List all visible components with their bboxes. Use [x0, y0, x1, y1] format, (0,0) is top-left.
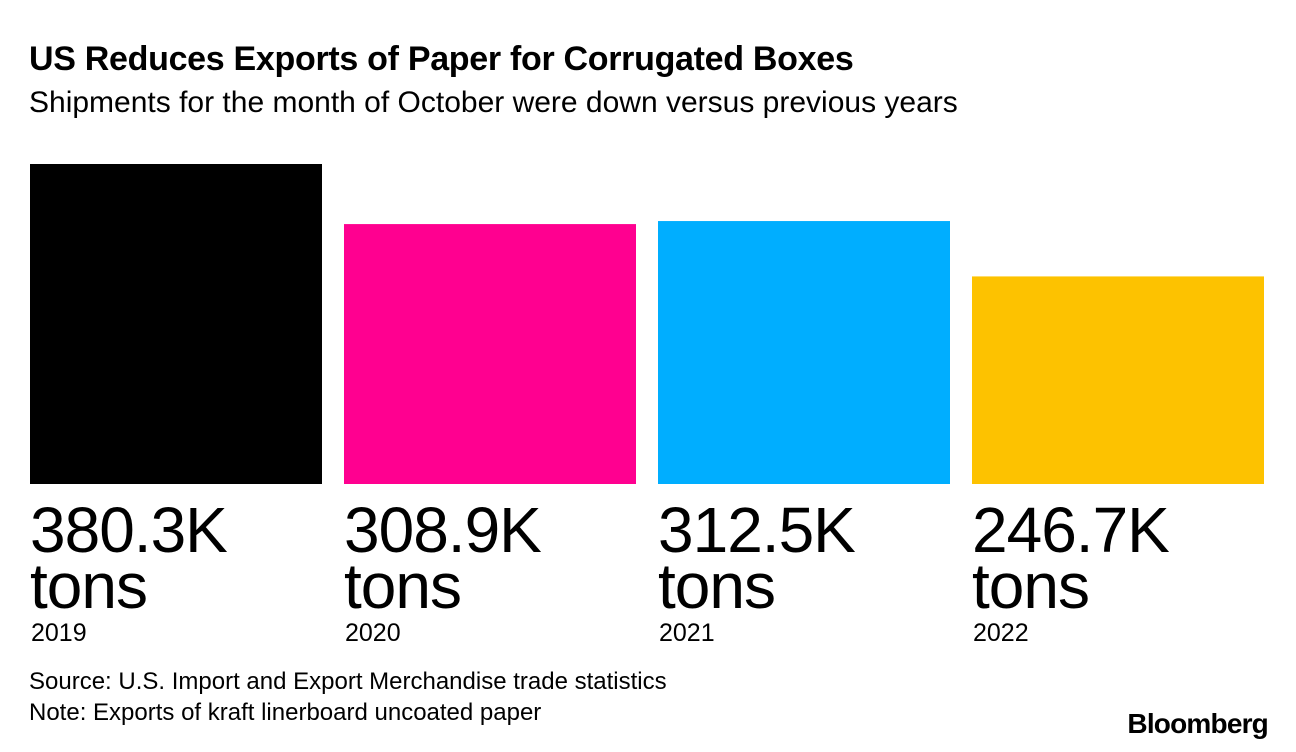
unit-label-2021: tons [658, 550, 776, 622]
unit-label-2019: tons [30, 550, 148, 622]
category-label-2019: 2019 [31, 619, 87, 647]
bar-chart [30, 164, 1264, 485]
bar-2021 [658, 221, 950, 485]
footnote: Note: Exports of kraft linerboard uncoat… [29, 699, 542, 726]
value-label-2019: 380.3K [30, 494, 228, 566]
chart-title: US Reduces Exports of Paper for Corrugat… [29, 40, 854, 78]
unit-label-2020: tons [344, 550, 462, 622]
bar-2019 [30, 164, 322, 484]
chart-subtitle: Shipments for the month of October were … [29, 86, 958, 119]
value-label-2022: 246.7K [972, 494, 1170, 566]
category-label-2022: 2022 [973, 619, 1029, 647]
category-label-2021: 2021 [659, 619, 715, 647]
category-label-2020: 2020 [345, 619, 401, 647]
value-label-2021: 312.5K [658, 494, 856, 566]
bar-2020 [344, 224, 636, 484]
source-note: Source: U.S. Import and Export Merchandi… [29, 668, 667, 695]
unit-label-2022: tons [972, 550, 1090, 622]
value-label-2020: 308.9K [344, 494, 542, 566]
bar-2022 [972, 276, 1264, 484]
bloomberg-logo: Bloomberg [1127, 708, 1268, 739]
